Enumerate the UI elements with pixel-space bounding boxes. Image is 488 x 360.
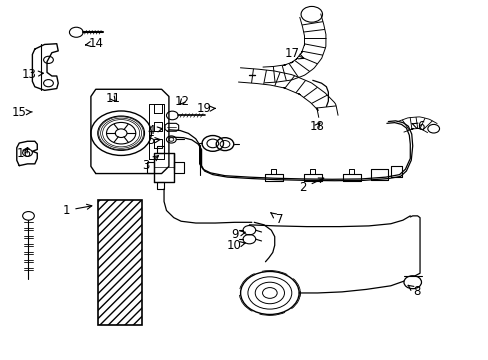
Text: 2: 2 — [299, 178, 323, 194]
Text: 8: 8 — [407, 285, 420, 298]
Text: 5: 5 — [147, 134, 160, 147]
Text: 13: 13 — [21, 68, 43, 81]
Text: 9: 9 — [230, 228, 245, 241]
Text: 16: 16 — [17, 147, 32, 159]
Text: 15: 15 — [12, 106, 32, 119]
Text: 17: 17 — [284, 47, 303, 60]
Text: 3: 3 — [142, 156, 158, 172]
Text: 4: 4 — [147, 124, 162, 137]
Text: 18: 18 — [308, 121, 324, 134]
Bar — [98, 200, 142, 324]
Text: 12: 12 — [174, 95, 189, 108]
Text: 19: 19 — [197, 103, 215, 116]
Text: 11: 11 — [105, 92, 120, 105]
Text: 14: 14 — [85, 36, 103, 50]
Text: 1: 1 — [62, 204, 92, 217]
Text: 6: 6 — [411, 121, 424, 134]
Text: 10: 10 — [226, 239, 245, 252]
Text: 7: 7 — [270, 213, 283, 226]
